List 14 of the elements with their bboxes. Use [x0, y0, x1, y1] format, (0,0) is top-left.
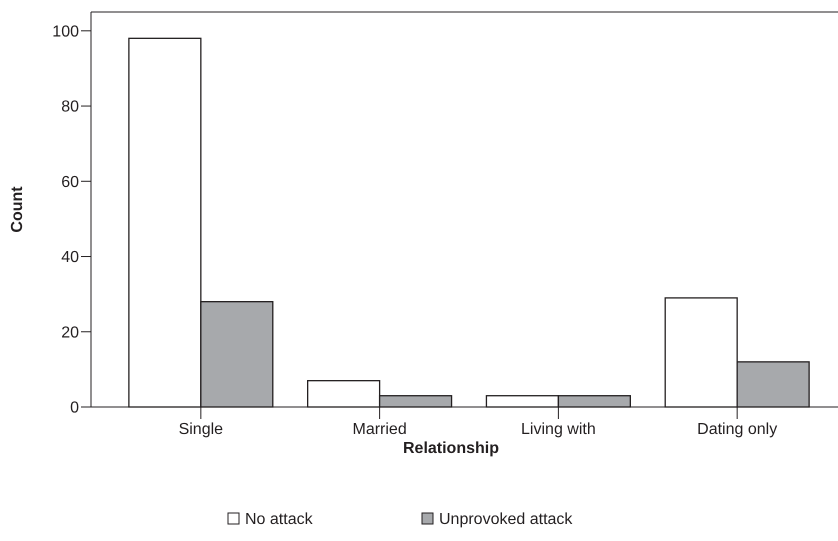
y-tick-label: 60 [61, 174, 80, 191]
y-tick-label: 80 [61, 98, 80, 116]
x-tick-label: Married [352, 421, 407, 438]
legend-label: Unprovoked attack [439, 511, 574, 528]
x-tick-label: Single [178, 421, 224, 438]
x-tick-label: Living with [521, 421, 596, 438]
y-tick-label: 20 [61, 324, 80, 342]
x-axis-title: Relationship [402, 440, 500, 457]
y-tick-label: 40 [61, 249, 80, 266]
y-tick-label: 0 [70, 400, 80, 417]
y-tick-label: 100 [52, 23, 80, 40]
legend-label: No attack [245, 511, 314, 528]
y-axis-title: Count [9, 186, 26, 233]
x-tick-label: Dating only [697, 421, 778, 438]
